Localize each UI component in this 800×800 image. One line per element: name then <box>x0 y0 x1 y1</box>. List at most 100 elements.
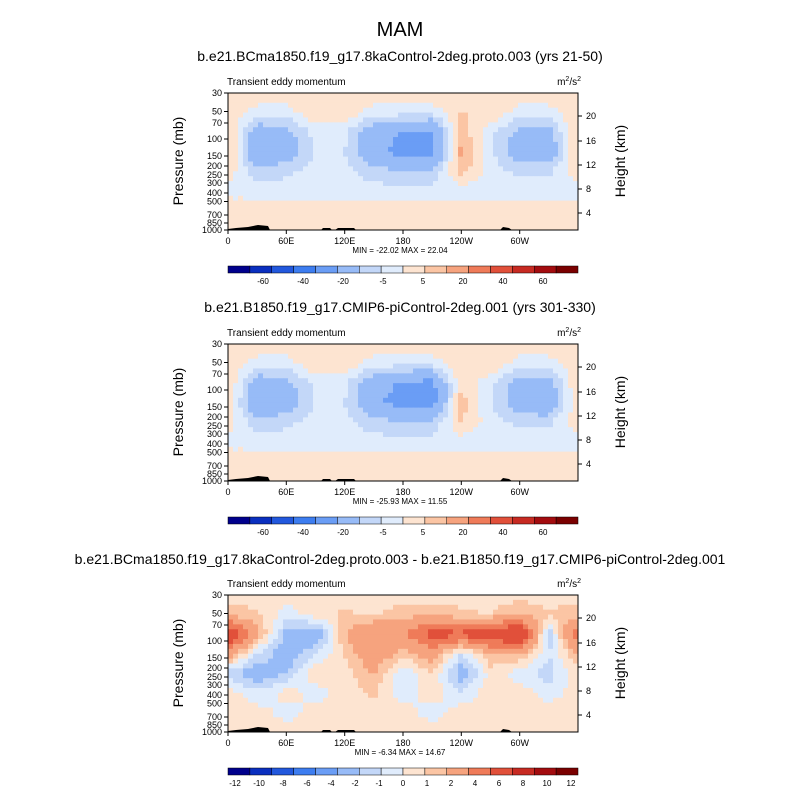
field-cell <box>263 604 269 611</box>
field-cell <box>513 378 519 384</box>
field-cell <box>443 368 449 374</box>
field-cell <box>303 107 309 113</box>
field-cell <box>353 161 359 167</box>
field-cell <box>373 412 379 418</box>
colorbar-swatch <box>380 265 404 274</box>
field-cell <box>573 476 579 482</box>
field-cell <box>468 363 474 369</box>
field-cell <box>498 604 504 611</box>
field-cell <box>228 412 234 418</box>
field-cell <box>563 436 569 443</box>
field-cell <box>483 595 489 601</box>
field-cell <box>313 456 319 462</box>
field-cell <box>563 609 569 615</box>
field-cell <box>378 595 384 601</box>
field-cell <box>458 412 464 418</box>
field-cell <box>343 412 349 418</box>
field-cell <box>558 432 564 438</box>
field-cell <box>483 378 489 384</box>
field-cell <box>438 97 444 104</box>
field-cell <box>363 353 369 360</box>
field-cell <box>538 151 544 157</box>
field-cell <box>528 619 534 625</box>
field-cell <box>573 417 579 423</box>
field-cell <box>383 181 389 187</box>
field-cell <box>463 181 469 187</box>
field-cell <box>238 107 244 113</box>
field-cell <box>273 624 279 630</box>
field-cell <box>523 353 529 360</box>
field-cell <box>448 210 454 216</box>
field-cell <box>353 205 359 211</box>
field-cell <box>333 407 339 413</box>
field-cell <box>343 127 349 133</box>
field-cell <box>408 373 414 379</box>
field-cell <box>353 215 359 221</box>
field-cell <box>463 595 469 601</box>
field-cell <box>548 363 554 369</box>
field-cell <box>533 456 539 462</box>
field-cell <box>478 432 484 438</box>
field-cell <box>458 417 464 423</box>
field-cell <box>548 436 554 443</box>
field-cell <box>538 378 544 384</box>
field-cell <box>548 446 554 453</box>
field-cell <box>533 378 539 384</box>
field-cell <box>448 624 454 630</box>
field-cell <box>303 176 309 182</box>
field-cell <box>558 358 564 364</box>
field-cell <box>448 432 454 438</box>
field-cell <box>343 417 349 423</box>
field-cell <box>508 476 514 482</box>
field-cell <box>358 353 364 360</box>
field-cell <box>468 161 474 167</box>
field-cell <box>413 102 419 109</box>
field-cell <box>553 604 559 611</box>
field-cell <box>478 392 484 399</box>
field-cell <box>303 117 309 123</box>
field-cell <box>408 461 414 467</box>
field-cell <box>343 176 349 182</box>
field-cell <box>373 348 379 355</box>
field-cell <box>293 171 299 177</box>
field-cell <box>463 156 469 162</box>
field-cell <box>408 378 414 384</box>
field-cell <box>443 441 449 448</box>
field-cell <box>498 427 504 433</box>
field-cell <box>283 466 289 472</box>
field-cell <box>558 456 564 462</box>
field-cell <box>308 436 314 443</box>
field-cell <box>323 629 329 635</box>
field-cell <box>393 190 399 197</box>
field-cell <box>418 205 424 211</box>
field-cell <box>548 176 554 182</box>
field-cell <box>343 451 349 457</box>
field-cell <box>393 127 399 133</box>
field-cell <box>413 648 419 655</box>
field-cell <box>563 476 569 482</box>
field-cell <box>548 185 554 192</box>
field-cell <box>353 141 359 148</box>
field-cell <box>478 363 484 369</box>
field-cell <box>303 451 309 457</box>
field-cell <box>288 225 294 231</box>
field-cell <box>503 629 509 635</box>
field-cell <box>498 190 504 197</box>
field-cell <box>298 200 304 206</box>
field-cell <box>528 417 534 423</box>
field-cell <box>438 412 444 418</box>
field-cell <box>503 604 509 611</box>
field-cell <box>383 451 389 457</box>
field-cell <box>298 378 304 384</box>
field-cell <box>413 624 419 630</box>
field-cell <box>478 461 484 467</box>
field-cell <box>318 200 324 206</box>
colorbar-label: -20 <box>337 277 349 286</box>
field-cell <box>453 373 459 379</box>
field-cell <box>248 176 254 182</box>
field-cell <box>243 595 249 601</box>
field-cell <box>453 185 459 192</box>
field-cell <box>343 210 349 216</box>
field-cell <box>268 190 274 197</box>
field-cell <box>558 466 564 472</box>
